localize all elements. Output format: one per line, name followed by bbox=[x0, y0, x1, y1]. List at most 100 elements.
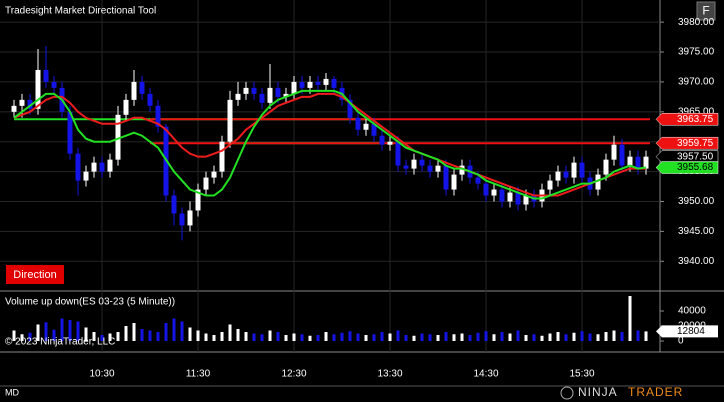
volume-bar bbox=[476, 332, 480, 341]
volume-bar bbox=[188, 327, 192, 341]
logo-trader: TRADER bbox=[628, 385, 683, 399]
volume-bar bbox=[92, 331, 96, 341]
volume-bar bbox=[68, 319, 72, 341]
candle-body bbox=[107, 159, 113, 172]
volume-bar bbox=[460, 333, 464, 341]
candle-body bbox=[387, 141, 393, 145]
x-tick-label: 12:30 bbox=[281, 369, 306, 380]
volume-title: Volume up down(ES 03-23 (5 Minute)) bbox=[5, 297, 175, 308]
status-text: MD bbox=[5, 387, 19, 397]
candle-body bbox=[547, 180, 553, 190]
volume-bar bbox=[308, 335, 312, 341]
candle-body bbox=[43, 69, 49, 82]
candle-body bbox=[235, 93, 241, 100]
volume-bar bbox=[596, 334, 600, 341]
candle-body bbox=[211, 171, 217, 178]
candle-body bbox=[67, 111, 73, 154]
volume-bar bbox=[484, 331, 488, 341]
volume-bar bbox=[20, 334, 24, 341]
volume-bar bbox=[428, 334, 432, 341]
volume-bar bbox=[276, 331, 280, 341]
x-tick-label: 11:30 bbox=[186, 369, 211, 380]
direction-button-label[interactable]: Direction bbox=[13, 269, 56, 281]
volume-bar bbox=[196, 330, 200, 341]
candle-body bbox=[451, 174, 457, 190]
candle-body bbox=[555, 171, 561, 181]
candle-body bbox=[11, 105, 17, 112]
price-tag-label: 3957.50 bbox=[677, 151, 714, 162]
candle-body bbox=[363, 123, 369, 130]
candle-body bbox=[179, 213, 185, 226]
volume-bar bbox=[300, 334, 304, 341]
candle-body bbox=[99, 162, 105, 172]
volume-tick-label: 40000 bbox=[678, 306, 706, 317]
candle-body bbox=[371, 123, 377, 136]
price-tag-label: 3963.75 bbox=[677, 114, 714, 125]
volume-bar bbox=[516, 330, 520, 341]
corner-button-label[interactable]: F bbox=[702, 4, 709, 18]
candle-body bbox=[627, 156, 633, 166]
candle-body bbox=[619, 144, 625, 166]
chart-title: Tradesight Market Directional Tool bbox=[5, 6, 156, 17]
candle-body bbox=[123, 99, 129, 115]
candle-body bbox=[227, 99, 233, 142]
candle-body bbox=[395, 141, 401, 166]
candle-body bbox=[83, 171, 89, 181]
volume-bar bbox=[100, 334, 104, 341]
candle-body bbox=[427, 165, 433, 172]
y-tick-label: 3950.00 bbox=[678, 196, 715, 207]
candle-body bbox=[499, 189, 505, 202]
y-tick-label: 3945.00 bbox=[678, 226, 715, 237]
price-tag bbox=[655, 150, 719, 163]
volume-bar bbox=[620, 331, 624, 341]
candle-body bbox=[27, 99, 33, 109]
plot bbox=[11, 46, 650, 341]
y-tick-label: 3940.00 bbox=[678, 256, 715, 267]
price-tag-label: 3955.68 bbox=[677, 162, 714, 173]
volume-bar bbox=[340, 332, 344, 341]
volume-bar bbox=[564, 334, 568, 341]
candle-body bbox=[483, 183, 489, 196]
volume-bar bbox=[396, 330, 400, 341]
candle-body bbox=[91, 162, 97, 172]
y-tick-label: 3980.00 bbox=[678, 17, 715, 28]
candle-body bbox=[523, 195, 529, 205]
direction-button[interactable] bbox=[6, 265, 64, 284]
candle-body bbox=[139, 81, 145, 94]
candle-body bbox=[331, 78, 337, 88]
candle-body bbox=[507, 192, 513, 202]
volume-bar bbox=[284, 334, 288, 341]
volume-bar bbox=[180, 321, 184, 341]
price-tag bbox=[655, 136, 719, 150]
volume-bar bbox=[500, 331, 504, 341]
volume-bar bbox=[348, 331, 352, 341]
price-tag bbox=[655, 161, 719, 174]
volume-bar bbox=[108, 333, 112, 341]
candle-body bbox=[131, 81, 137, 100]
candle-body bbox=[155, 105, 161, 127]
volume-bar bbox=[60, 318, 64, 341]
volume-bar bbox=[236, 328, 240, 341]
corner-button[interactable] bbox=[696, 1, 716, 21]
volume-tag-label: 12804 bbox=[677, 326, 705, 337]
candle-body bbox=[275, 87, 281, 97]
volume-bar bbox=[268, 330, 272, 341]
volume-bar bbox=[84, 327, 88, 341]
volume-bar bbox=[220, 331, 224, 341]
candle-body bbox=[443, 165, 449, 190]
candle-body bbox=[171, 195, 177, 214]
candle-body bbox=[187, 210, 193, 226]
candle-body bbox=[419, 159, 425, 166]
candle-body bbox=[595, 174, 601, 190]
volume-bar bbox=[588, 333, 592, 341]
candle-body bbox=[195, 189, 201, 211]
volume-bar bbox=[628, 296, 632, 341]
volume-bar bbox=[556, 331, 560, 341]
candle-body bbox=[259, 93, 265, 103]
x-tick-label: 10:30 bbox=[89, 369, 114, 380]
volume-bar bbox=[532, 334, 536, 341]
candle-body bbox=[35, 69, 41, 109]
logo-ninja: NINJA bbox=[578, 385, 618, 399]
volume-bar bbox=[540, 335, 544, 341]
candle-body bbox=[571, 162, 577, 178]
